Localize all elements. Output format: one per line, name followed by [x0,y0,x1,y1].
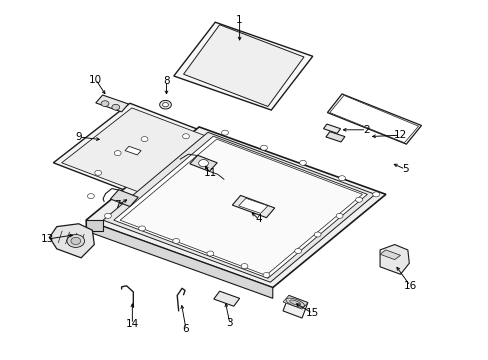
Polygon shape [120,139,362,275]
Polygon shape [114,136,366,278]
Polygon shape [379,250,400,260]
Polygon shape [327,94,421,144]
Text: 10: 10 [89,75,102,85]
Circle shape [198,159,208,167]
Polygon shape [103,132,374,282]
Circle shape [172,238,179,243]
Ellipse shape [289,300,300,305]
Circle shape [263,273,269,278]
Polygon shape [325,132,344,142]
Polygon shape [213,291,239,306]
Circle shape [241,264,247,269]
Text: 5: 5 [401,164,408,174]
Polygon shape [53,103,266,215]
Circle shape [162,103,168,107]
Circle shape [159,100,171,109]
Circle shape [221,130,228,135]
Text: 8: 8 [163,76,169,86]
Text: 7: 7 [114,200,121,210]
Circle shape [67,234,84,247]
Circle shape [294,248,301,253]
Circle shape [372,192,379,197]
Ellipse shape [285,298,304,307]
Circle shape [206,251,213,256]
Circle shape [260,145,267,150]
Polygon shape [329,95,418,143]
Circle shape [95,170,102,175]
Text: 1: 1 [236,15,243,26]
Text: 3: 3 [226,319,233,328]
Polygon shape [86,127,385,288]
Polygon shape [96,95,128,112]
Text: 6: 6 [183,324,189,334]
Polygon shape [323,124,340,134]
Circle shape [114,150,121,156]
Polygon shape [61,108,257,211]
Circle shape [314,232,321,237]
Text: 4: 4 [255,215,262,224]
Polygon shape [125,146,141,155]
Circle shape [299,160,306,165]
Polygon shape [49,224,94,258]
Text: 16: 16 [403,281,416,291]
Text: 13: 13 [41,234,54,244]
Polygon shape [283,296,307,309]
Text: 14: 14 [125,319,139,329]
Circle shape [338,176,345,181]
Circle shape [139,226,145,231]
Text: 15: 15 [305,309,319,318]
Circle shape [104,213,111,219]
Polygon shape [173,22,312,110]
Text: 9: 9 [75,132,82,142]
Circle shape [101,101,109,107]
Polygon shape [238,198,267,213]
Text: 12: 12 [393,130,407,140]
Text: 11: 11 [203,168,217,178]
Polygon shape [110,190,138,207]
Polygon shape [86,220,103,231]
Text: 2: 2 [363,125,369,135]
Circle shape [87,194,94,199]
Circle shape [355,197,362,202]
Polygon shape [283,296,307,318]
Circle shape [335,213,342,219]
Polygon shape [183,25,304,107]
Polygon shape [189,155,217,171]
Circle shape [71,237,81,244]
Circle shape [141,136,148,141]
Polygon shape [379,244,408,274]
Circle shape [182,134,189,139]
Polygon shape [232,195,274,218]
Circle shape [112,104,120,110]
Polygon shape [86,220,272,298]
